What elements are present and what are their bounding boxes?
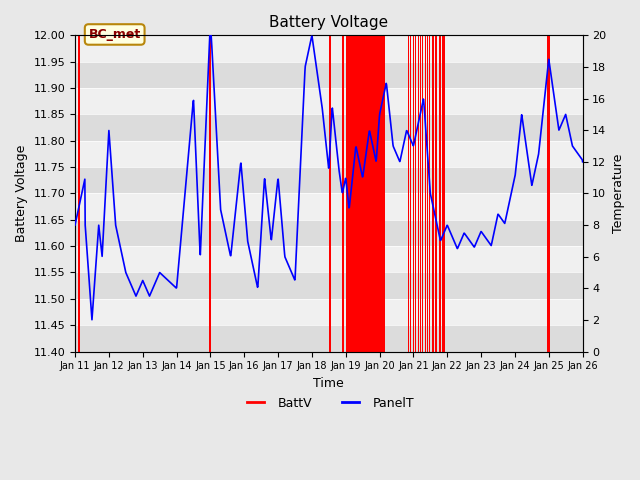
Bar <box>420 36 421 351</box>
Bar <box>209 36 211 351</box>
Bar <box>439 36 441 351</box>
Bar <box>427 36 428 351</box>
Bar <box>432 36 434 351</box>
Bar <box>413 36 414 351</box>
Bar <box>383 36 385 351</box>
Bar <box>75 325 582 351</box>
Bar <box>75 299 582 325</box>
Legend: BattV, PanelT: BattV, PanelT <box>238 392 419 415</box>
Bar <box>75 167 582 193</box>
Bar <box>406 36 407 351</box>
Bar <box>75 273 582 299</box>
Bar <box>415 36 416 351</box>
Bar <box>75 88 582 114</box>
X-axis label: Time: Time <box>314 377 344 390</box>
Bar <box>547 36 550 351</box>
Bar <box>342 36 344 351</box>
Bar <box>329 36 330 351</box>
Bar <box>75 36 582 62</box>
Y-axis label: Battery Voltage: Battery Voltage <box>15 145 28 242</box>
Bar <box>79 36 80 351</box>
Bar <box>75 246 582 273</box>
Bar <box>75 193 582 220</box>
Bar <box>435 36 437 351</box>
Bar <box>425 36 426 351</box>
Bar <box>429 36 430 351</box>
Bar <box>75 220 582 246</box>
Title: Battery Voltage: Battery Voltage <box>269 15 388 30</box>
Bar <box>346 36 383 351</box>
Bar <box>75 141 582 167</box>
Bar <box>75 114 582 141</box>
Bar <box>410 36 411 351</box>
Bar <box>408 36 409 351</box>
Bar <box>442 36 445 351</box>
Y-axis label: Temperature: Temperature <box>612 154 625 233</box>
Text: BC_met: BC_met <box>88 28 141 41</box>
Bar <box>346 36 383 351</box>
Bar <box>75 62 582 88</box>
